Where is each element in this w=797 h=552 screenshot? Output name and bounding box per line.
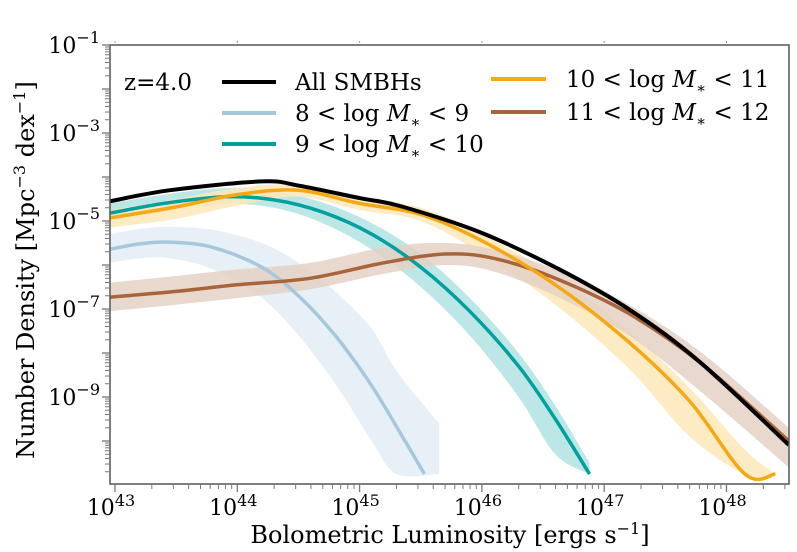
y-tick-label: 10−3 <box>48 116 100 147</box>
legend: z=4.0 All SMBHs 8 < log M∗ < 9 9 < log M… <box>124 67 769 162</box>
x-tick-label: 1046 <box>454 491 502 521</box>
series-line-3 <box>110 188 776 482</box>
y-tick-label: 10−1 <box>48 28 100 59</box>
y-tick-label: 10−5 <box>48 204 100 235</box>
x-tick-label: 1048 <box>698 491 746 521</box>
x-tick-label: 1045 <box>331 491 379 521</box>
legend-label-8-9: 8 < log M∗ < 9 <box>295 101 469 131</box>
x-tick-label: 1043 <box>87 491 135 521</box>
y-tick-label: 10−7 <box>48 292 100 323</box>
y-axis-label: Number Density [Mpc−3 dex−1] <box>10 81 40 459</box>
legend-label-9-10: 9 < log M∗ < 10 <box>295 132 484 162</box>
series-lines <box>110 179 789 482</box>
x-tick-label: 1044 <box>209 491 257 521</box>
legend-label-all: All SMBHs <box>294 70 422 96</box>
y-tick-label: 10−9 <box>48 380 100 411</box>
x-axis: 1043 1044 1045 1046 1047 1048 <box>87 41 786 521</box>
y-axis: 10−1 10−3 10−5 10−7 10−9 <box>48 28 110 473</box>
legend-label-11-12: 11 < log M∗ < 12 <box>566 100 769 130</box>
x-tick-label: 1047 <box>576 491 624 521</box>
series-line-0 <box>110 179 789 447</box>
band-2 <box>110 187 590 475</box>
x-axis-label: Bolometric Luminosity [ergs s−1] <box>250 519 649 549</box>
band-1 <box>110 226 440 477</box>
legend-label-10-11: 10 < log M∗ < 11 <box>566 67 769 97</box>
redshift-annotation: z=4.0 <box>124 70 192 96</box>
band-3 <box>110 184 776 477</box>
uncertainty-bands <box>110 184 789 477</box>
